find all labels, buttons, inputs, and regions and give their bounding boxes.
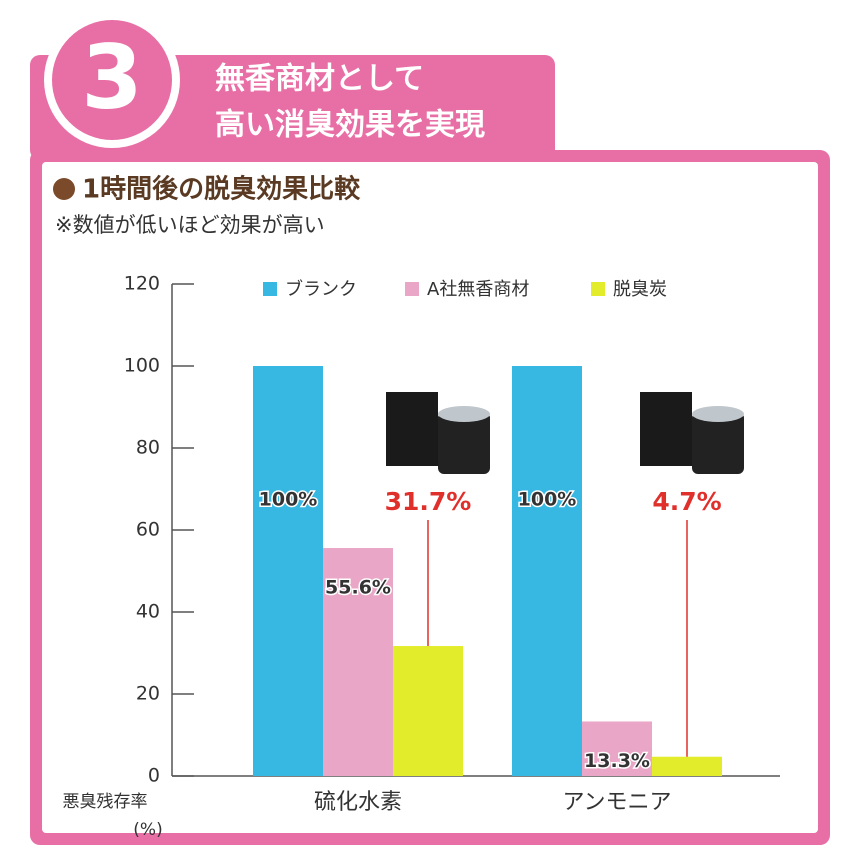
legend-label: 脱臭炭 (613, 279, 667, 300)
value-label: 100% (259, 489, 318, 511)
header-title: 無香商材として (215, 62, 424, 97)
value-label: 13.3% (584, 750, 650, 772)
legend-swatch (591, 282, 605, 296)
y-tick-label: 60 (136, 519, 160, 541)
chart-title: 1時間後の脱臭効果比較 (82, 174, 361, 205)
y-tick-label: 120 (124, 273, 160, 295)
panel (42, 162, 818, 833)
chart-subtitle: ※数値が低いほど効果が高い (55, 213, 325, 237)
legend-label: A社無香商材 (427, 279, 529, 300)
y-tick-label: 100 (124, 355, 160, 377)
legend-swatch (263, 282, 277, 296)
y-tick-label: 20 (136, 683, 160, 705)
bar (652, 756, 722, 776)
value-label: 55.6% (325, 577, 391, 599)
bar (582, 721, 652, 776)
bar (253, 366, 323, 776)
bullet (53, 178, 75, 200)
y-axis-unit: (%) (133, 820, 162, 840)
legend-swatch (405, 282, 419, 296)
x-tick-label: アンモニア (562, 790, 671, 815)
number-badge-inner (52, 20, 172, 140)
bar (323, 548, 393, 776)
value-label: 4.7% (652, 487, 721, 516)
header-title: 高い消臭効果を実現 (215, 108, 485, 143)
y-tick-label: 40 (136, 601, 160, 623)
bar (393, 646, 463, 776)
y-tick-label: 0 (148, 765, 160, 787)
product-image (640, 392, 744, 474)
x-tick-label: 硫化水素 (314, 790, 402, 815)
product-image (386, 392, 490, 474)
value-label: 31.7% (385, 487, 472, 516)
header-number: 3 (81, 26, 142, 129)
bar (512, 366, 582, 776)
value-label: 100% (518, 489, 577, 511)
y-tick-label: 80 (136, 437, 160, 459)
legend-label: ブランク (285, 278, 357, 300)
y-axis-label: 悪臭残存率 (63, 792, 148, 812)
